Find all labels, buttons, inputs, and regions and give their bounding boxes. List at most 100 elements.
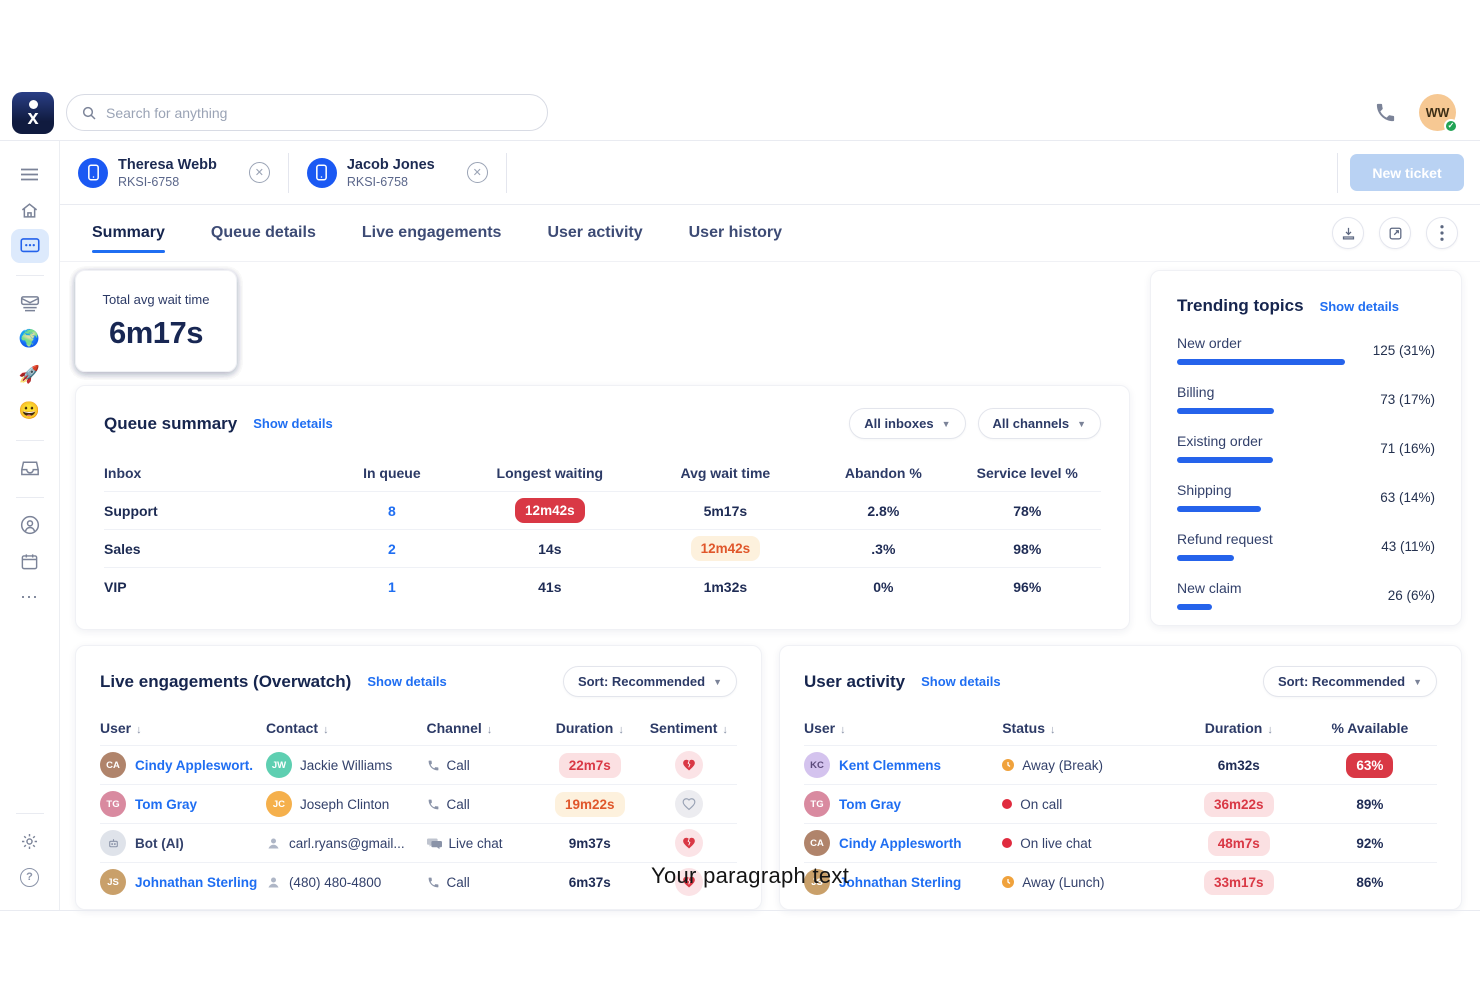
more-icon[interactable]: ⋯ [11, 580, 49, 614]
col-user[interactable]: User ↓ [804, 720, 846, 736]
trend-bar [1177, 408, 1275, 414]
close-icon[interactable]: ✕ [248, 162, 270, 183]
abandon-value: 0% [873, 578, 894, 595]
duration-badge: 33m17s [1204, 869, 1274, 895]
tab-user-history[interactable]: User history [688, 224, 782, 241]
close-icon[interactable]: ✕ [466, 162, 488, 183]
avatar: JS [804, 869, 830, 895]
duration-badge: 19m22s [555, 791, 625, 817]
trend-item: New order 125 (31%) [1177, 335, 1435, 365]
service-level-value: 98% [1013, 540, 1042, 557]
duration-value: 9m37s [568, 835, 611, 851]
sidebar-divider [15, 440, 44, 441]
show-details-link[interactable]: Show details [253, 416, 333, 431]
col-sentiment[interactable]: Sentiment ↓ [649, 720, 728, 736]
left-sidebar: 🌍 🚀 😀 ⋯ [0, 141, 60, 910]
contact-tab-jacob[interactable]: Jacob Jones RKSI-6758 ✕ [289, 141, 506, 204]
table-row-support: Support 8 12m42s 5m17s 2.8% 78% [104, 491, 1101, 529]
settings-gear-icon[interactable] [11, 824, 49, 858]
global-search[interactable] [66, 94, 548, 131]
tab-summary[interactable]: Summary [92, 205, 165, 261]
call-badge-icon [78, 157, 108, 188]
kebab-menu-button[interactable] [1426, 217, 1458, 249]
smiley-icon[interactable]: 😀 [11, 394, 49, 428]
help-icon[interactable]: ? [11, 860, 49, 894]
avg-wait-value: 1m32s [703, 578, 748, 595]
new-ticket-button[interactable]: New ticket [1350, 154, 1464, 191]
tab-user-activity[interactable]: User activity [547, 224, 643, 241]
sidebar-divider [15, 813, 44, 814]
phone-icon[interactable] [1374, 101, 1397, 124]
sort-dropdown[interactable]: Sort: Recommended ▼ [1262, 666, 1437, 697]
activity-row: TG Tom Gray On call 36m22s 89% [804, 784, 1437, 823]
download-button[interactable] [1332, 217, 1364, 249]
all-inboxes-dropdown[interactable]: All inboxes ▼ [849, 408, 966, 439]
home-icon[interactable] [11, 193, 49, 227]
chip-divider [1337, 152, 1338, 193]
status-label: Away (Break) [1022, 757, 1103, 773]
contact-name: Jacob Jones [346, 156, 435, 173]
engagement-row: JS Johnathan Sterling (480) 480-4800 Cal… [100, 862, 737, 901]
in-queue-link[interactable]: 1 [387, 578, 396, 595]
sort-dropdown[interactable]: Sort: Recommended ▼ [562, 666, 737, 697]
stray-placeholder-text: Your paragraph text [651, 863, 850, 888]
agent-name-link[interactable]: Johnathan Sterling [135, 874, 258, 890]
avatar: TG [100, 791, 126, 817]
help-glyph: ? [26, 871, 33, 883]
smiley-emoji: 😀 [18, 401, 41, 420]
status-label: On call [1020, 796, 1063, 812]
brand-logo[interactable]: x [12, 91, 54, 134]
mailbox-icon[interactable] [11, 286, 49, 320]
show-details-link[interactable]: Show details [1319, 298, 1400, 314]
col-user[interactable]: User ↓ [100, 720, 142, 736]
globe-icon[interactable]: 🌍 [11, 322, 49, 356]
trending-topics-card: Trending topics Show details New order 1… [1150, 270, 1462, 626]
menu-icon[interactable] [11, 157, 49, 191]
user-avatar[interactable]: WW ✓ [1419, 94, 1458, 133]
show-details-link[interactable]: Show details [367, 674, 447, 689]
col-duration[interactable]: Duration ↓ [555, 720, 624, 736]
in-queue-link[interactable]: 8 [387, 502, 396, 519]
show-details-link[interactable]: Show details [921, 674, 1001, 689]
broken-heart-icon [674, 868, 703, 896]
duration-value: 6m37s [568, 874, 611, 890]
agent-name-link[interactable]: Cindy Applesworth [839, 835, 962, 851]
all-channels-dropdown[interactable]: All channels ▼ [977, 408, 1101, 439]
col-available[interactable]: % Available [1331, 720, 1409, 736]
col-duration[interactable]: Duration ↓ [1204, 720, 1273, 736]
agent-name-link[interactable]: Cindy Appleswort. [135, 757, 254, 773]
col-status[interactable]: Status ↓ [1002, 720, 1056, 736]
chevron-down-icon: ▼ [713, 676, 722, 687]
col-channel[interactable]: Channel ↓ [426, 720, 493, 736]
channel-label: Call [446, 796, 470, 812]
calendar-icon[interactable] [11, 544, 49, 578]
activity-row: CA Cindy Applesworth On live chat 48m7s … [804, 823, 1437, 862]
person-icon [266, 836, 281, 851]
trend-item: Billing 73 (17%) [1177, 384, 1435, 414]
person-icon [266, 875, 281, 890]
agent-name-link[interactable]: Tom Gray [135, 796, 198, 812]
tab-live-engagements[interactable]: Live engagements [361, 224, 502, 241]
dashboard-icon[interactable] [10, 229, 49, 263]
status-label: Away (Lunch) [1022, 874, 1105, 890]
tab-queue-details[interactable]: Queue details [210, 224, 316, 241]
contact-tab-theresa[interactable]: Theresa Webb RKSI-6758 ✕ [60, 141, 288, 204]
open-external-button[interactable] [1379, 217, 1411, 249]
agent-name-link[interactable]: Johnathan Sterling [839, 874, 962, 890]
contacts-icon[interactable] [11, 508, 49, 542]
search-input[interactable] [106, 104, 533, 121]
trend-bar [1177, 506, 1261, 512]
online-check-badge: ✓ [1444, 119, 1458, 133]
in-queue-link[interactable]: 2 [387, 540, 396, 557]
agent-name-link[interactable]: Kent Clemmens [839, 757, 942, 773]
status-label: On live chat [1020, 835, 1092, 851]
activity-table-header: User ↓ Status ↓ Duration ↓ % Available [804, 711, 1437, 745]
duration-value: 6m32s [1217, 757, 1260, 773]
dropdown-value: Sort: Recommended [1277, 674, 1406, 689]
agent-name-link[interactable]: Tom Gray [839, 796, 902, 812]
inbox-tray-icon[interactable] [11, 451, 49, 485]
trend-item: New claim 26 (6%) [1177, 580, 1435, 610]
contact-tab-bar: Theresa Webb RKSI-6758 ✕ Jacob Jones RKS… [60, 141, 1480, 205]
col-contact[interactable]: Contact ↓ [265, 720, 329, 736]
rocket-icon[interactable]: 🚀 [11, 358, 49, 392]
